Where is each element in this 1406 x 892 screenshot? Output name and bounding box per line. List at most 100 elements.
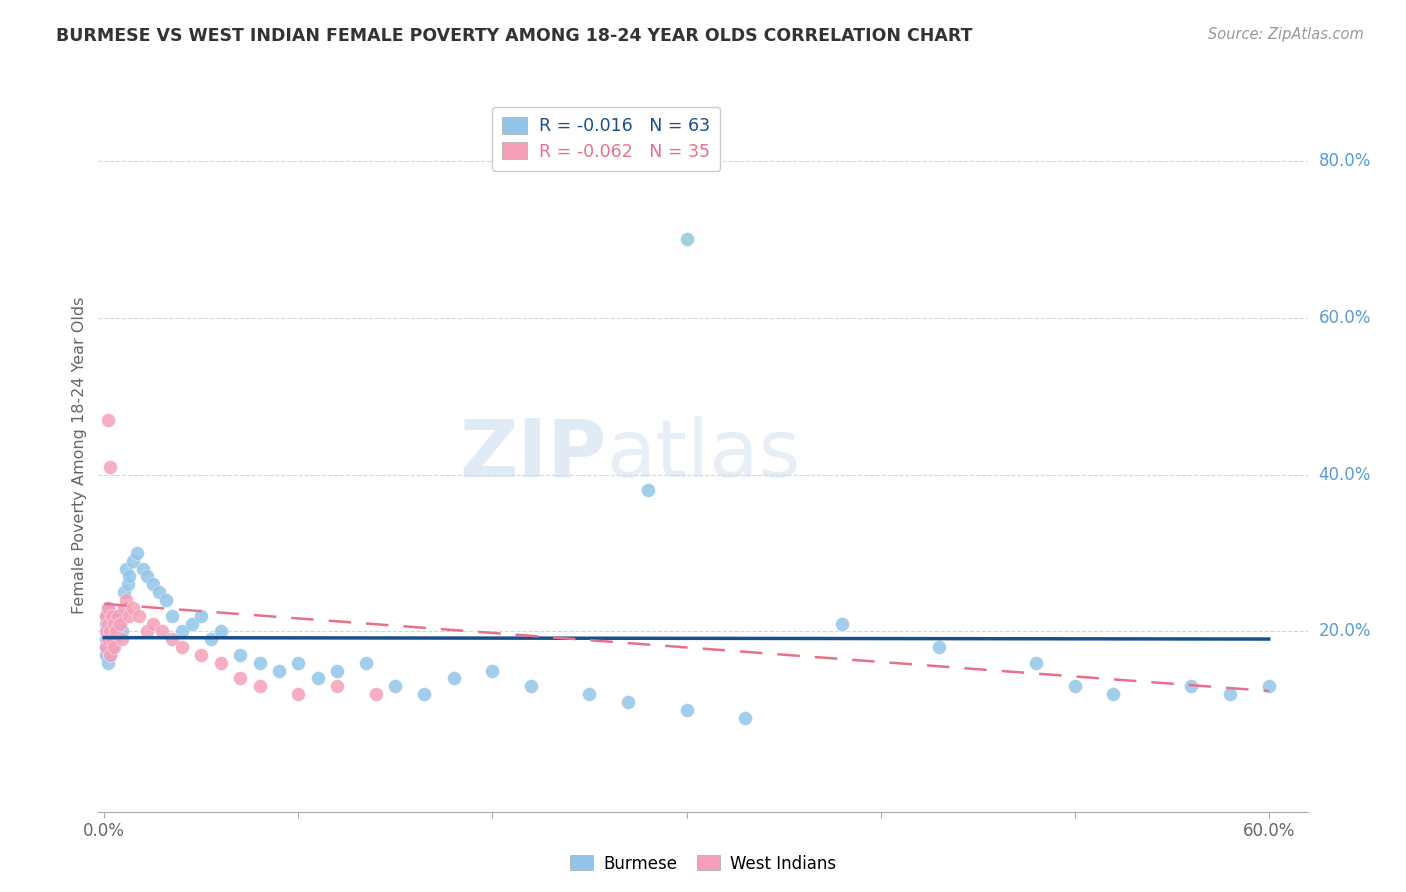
Point <box>98 632 121 647</box>
Point <box>122 600 145 615</box>
Point <box>142 616 165 631</box>
Point <box>637 483 659 498</box>
Text: 20.0%: 20.0% <box>1319 623 1371 640</box>
Text: BURMESE VS WEST INDIAN FEMALE POVERTY AMONG 18-24 YEAR OLDS CORRELATION CHART: BURMESE VS WEST INDIAN FEMALE POVERTY AM… <box>56 27 973 45</box>
Legend: R = -0.016   N = 63, R = -0.062   N = 35: R = -0.016 N = 63, R = -0.062 N = 35 <box>492 107 720 171</box>
Point <box>384 679 406 693</box>
Point <box>101 608 124 623</box>
Point <box>97 412 120 426</box>
Point <box>103 616 125 631</box>
Point <box>520 679 543 693</box>
Point <box>104 624 127 639</box>
Point <box>96 632 118 647</box>
Point <box>578 687 600 701</box>
Point <box>675 703 697 717</box>
Point <box>103 640 125 654</box>
Point <box>96 640 118 654</box>
Point <box>617 695 640 709</box>
Point <box>107 616 129 631</box>
Point <box>364 687 387 701</box>
Point <box>103 608 125 623</box>
Point <box>128 608 150 623</box>
Point <box>97 624 120 639</box>
Point <box>209 624 232 639</box>
Point <box>180 616 202 631</box>
Point <box>229 672 252 686</box>
Point <box>170 624 193 639</box>
Point <box>96 640 118 654</box>
Point <box>111 632 134 647</box>
Point <box>249 679 271 693</box>
Point <box>118 608 141 623</box>
Point <box>114 561 136 575</box>
Point <box>97 600 120 615</box>
Point <box>96 608 118 623</box>
Point <box>249 656 271 670</box>
Point <box>98 648 121 662</box>
Point <box>118 569 141 583</box>
Point <box>127 546 149 560</box>
Point <box>675 232 697 246</box>
Point <box>98 648 121 662</box>
Point <box>1063 679 1085 693</box>
Point <box>107 608 129 623</box>
Point <box>96 608 118 623</box>
Point <box>112 585 135 599</box>
Point <box>101 632 124 647</box>
Point <box>1102 687 1125 701</box>
Point <box>443 672 465 686</box>
Y-axis label: Female Poverty Among 18-24 Year Olds: Female Poverty Among 18-24 Year Olds <box>72 296 87 614</box>
Text: ZIP: ZIP <box>458 416 606 494</box>
Point <box>114 593 136 607</box>
Point <box>132 561 155 575</box>
Point <box>267 664 290 678</box>
Point <box>97 632 120 647</box>
Point <box>96 624 118 639</box>
Point <box>122 554 145 568</box>
Point <box>831 616 853 631</box>
Point <box>190 648 212 662</box>
Point <box>104 624 127 639</box>
Point <box>1180 679 1202 693</box>
Point <box>160 608 183 623</box>
Point <box>326 664 349 678</box>
Point <box>101 640 124 654</box>
Point <box>354 656 377 670</box>
Point <box>101 624 124 639</box>
Point <box>1257 679 1279 693</box>
Point <box>1025 656 1047 670</box>
Point <box>148 585 170 599</box>
Text: 80.0%: 80.0% <box>1319 152 1371 169</box>
Text: 60.0%: 60.0% <box>1319 309 1371 326</box>
Point <box>108 616 131 631</box>
Point <box>108 608 131 623</box>
Point <box>190 608 212 623</box>
Text: 40.0%: 40.0% <box>1319 466 1371 483</box>
Point <box>97 600 120 615</box>
Point <box>307 672 329 686</box>
Point <box>98 616 121 631</box>
Point <box>97 640 120 654</box>
Text: Source: ZipAtlas.com: Source: ZipAtlas.com <box>1208 27 1364 42</box>
Point <box>142 577 165 591</box>
Text: atlas: atlas <box>606 416 800 494</box>
Point <box>117 577 139 591</box>
Point <box>287 687 309 701</box>
Point <box>170 640 193 654</box>
Point <box>98 459 121 474</box>
Point <box>229 648 252 662</box>
Point <box>97 616 120 631</box>
Point <box>103 632 125 647</box>
Point <box>155 593 177 607</box>
Point <box>136 569 159 583</box>
Point <box>928 640 950 654</box>
Point <box>413 687 436 701</box>
Point <box>98 624 121 639</box>
Point <box>160 632 183 647</box>
Point <box>112 600 135 615</box>
Point <box>287 656 309 670</box>
Point <box>136 624 159 639</box>
Point <box>326 679 349 693</box>
Point <box>200 632 222 647</box>
Point <box>1219 687 1241 701</box>
